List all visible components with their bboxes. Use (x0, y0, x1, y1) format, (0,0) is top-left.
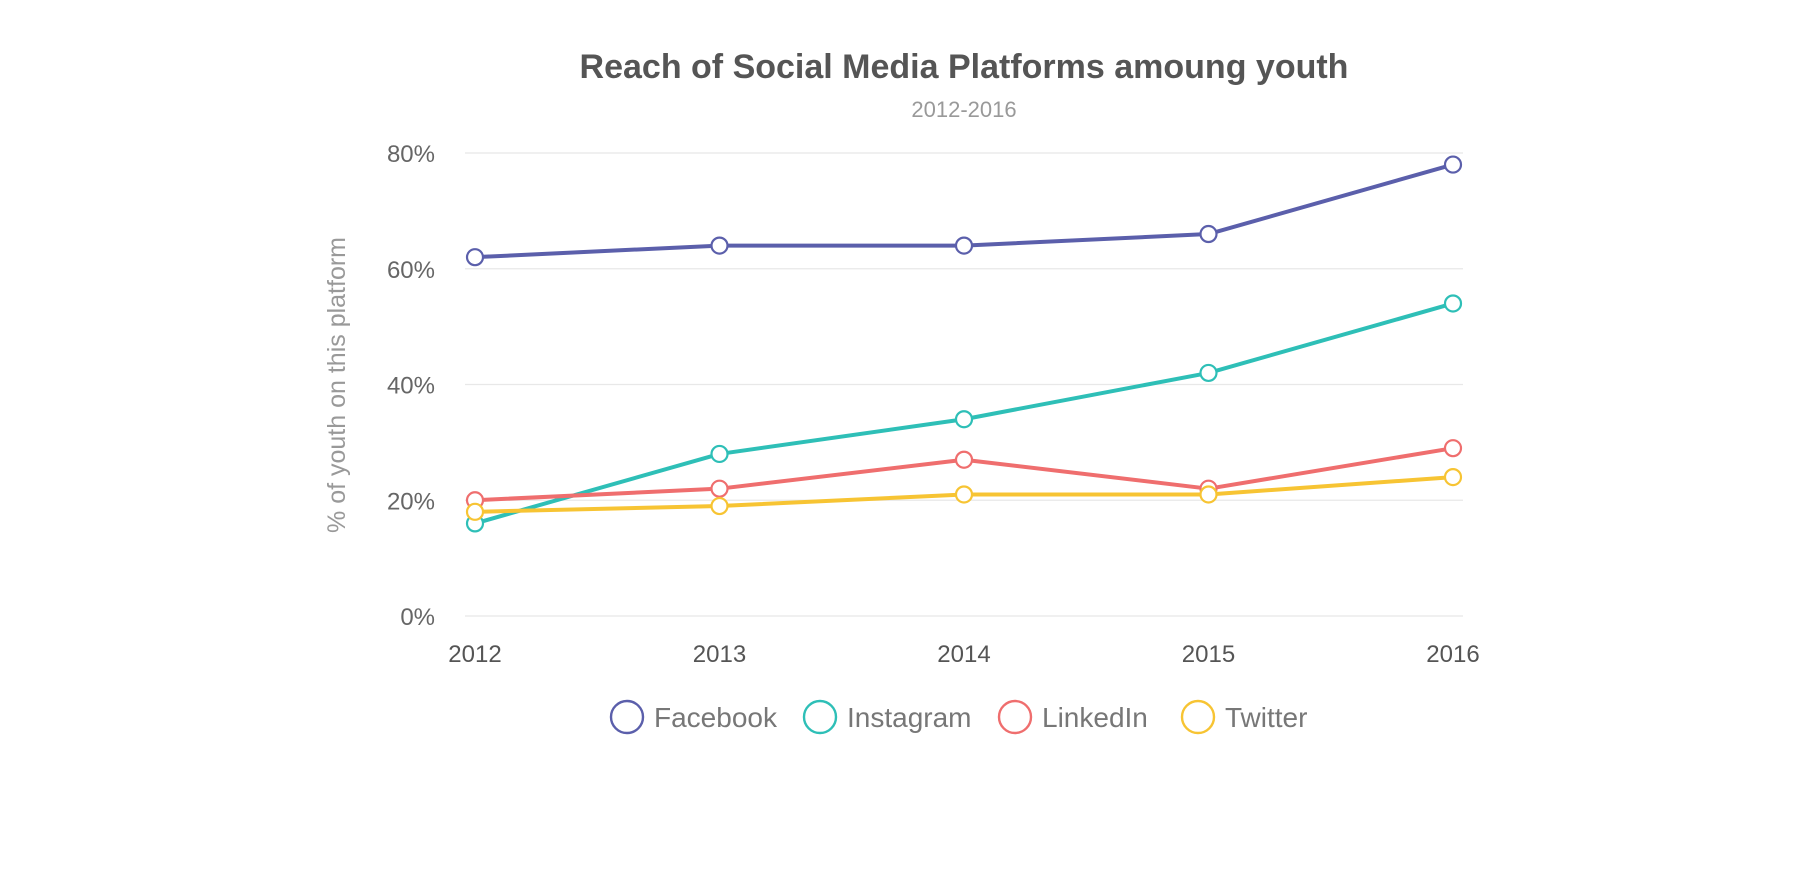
data-point[interactable] (710, 479, 729, 498)
x-tick-label: 2013 (693, 641, 746, 668)
y-tick-label: 80% (387, 141, 435, 168)
legend-label: LinkedIn (1042, 702, 1148, 733)
data-point[interactable] (954, 485, 974, 504)
data-point[interactable] (1199, 224, 1218, 244)
legend-marker-icon (802, 699, 838, 735)
legend-label: Twitter (1225, 702, 1307, 733)
data-point[interactable] (710, 236, 729, 255)
y-tick-label: 0% (400, 604, 435, 631)
legend-item-instagram[interactable]: Instagram (802, 699, 972, 735)
data-point[interactable] (465, 502, 485, 521)
y-axis-label: % of youth on this platform (323, 237, 351, 533)
data-point[interactable] (1443, 468, 1463, 487)
data-point[interactable] (954, 236, 974, 255)
legend-label: Instagram (847, 702, 972, 733)
series-lines (465, 155, 1463, 533)
y-tick-label: 20% (387, 488, 435, 515)
series-facebook (465, 155, 1463, 267)
gridlines (465, 152, 1463, 617)
data-point[interactable] (1443, 294, 1463, 313)
legend: Facebook Instagram LinkedIn Twitter (609, 699, 1307, 735)
legend-item-facebook[interactable]: Facebook (609, 699, 778, 735)
data-point[interactable] (465, 248, 485, 267)
x-tick-label: 2015 (1182, 641, 1235, 668)
data-point[interactable] (1199, 485, 1218, 504)
x-tick-label: 2012 (448, 641, 501, 668)
series-twitter (465, 468, 1463, 521)
legend-item-twitter[interactable]: Twitter (1180, 699, 1307, 735)
data-point[interactable] (1443, 439, 1463, 458)
chart-title: Reach of Social Media Platforms amoung y… (580, 48, 1349, 86)
data-point[interactable] (710, 444, 729, 464)
data-point[interactable] (954, 450, 974, 469)
data-point[interactable] (1199, 363, 1218, 383)
chart-subtitle: 2012-2016 (911, 97, 1016, 122)
x-axis-ticks: 2012 2013 2014 2015 2016 (448, 641, 1479, 668)
x-tick-label: 2016 (1426, 641, 1479, 668)
data-point[interactable] (954, 410, 974, 429)
x-tick-label: 2014 (937, 641, 990, 668)
data-point[interactable] (1443, 155, 1463, 174)
legend-marker-icon (997, 699, 1033, 735)
y-axis-ticks: 0% 20% 40% 60% 80% (387, 141, 435, 631)
legend-marker-icon (1180, 699, 1216, 735)
legend-item-linkedin[interactable]: LinkedIn (997, 699, 1148, 735)
series-instagram (465, 294, 1463, 533)
legend-marker-icon (609, 699, 645, 735)
legend-label: Facebook (654, 702, 778, 733)
y-tick-label: 60% (387, 257, 435, 284)
y-tick-label: 40% (387, 373, 435, 400)
data-point[interactable] (710, 496, 729, 516)
